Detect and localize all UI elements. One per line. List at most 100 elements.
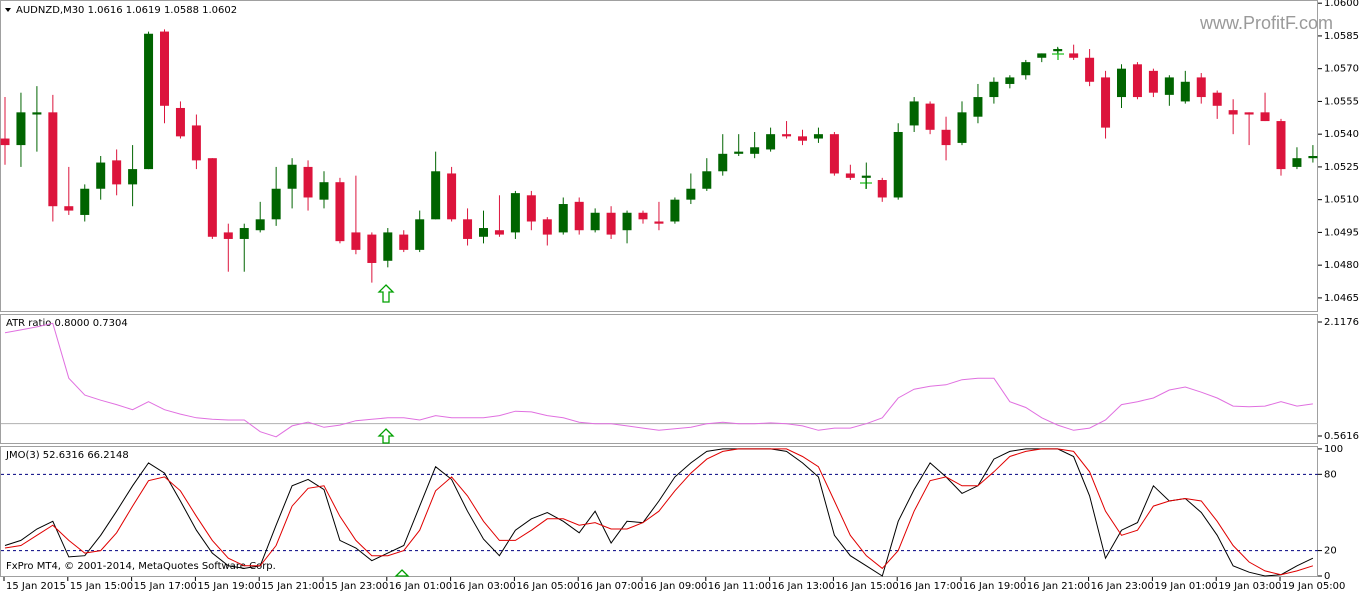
x-tick-label: 16 Jan 01:00 xyxy=(389,581,452,592)
x-tick-label: 19 Jan 03:00 xyxy=(1218,581,1281,592)
candle-body xyxy=(973,97,983,117)
candle-body xyxy=(48,112,58,207)
candle-body xyxy=(351,232,361,250)
candle-body xyxy=(654,221,664,224)
candle-body xyxy=(1180,81,1190,102)
candle-body xyxy=(1069,53,1079,58)
x-tick-label: 15 Jan 2015 xyxy=(6,581,66,592)
y-tick-label: 2.1176 xyxy=(1324,317,1359,328)
up-arrow xyxy=(394,569,410,577)
candle-body xyxy=(239,228,249,239)
candle-body xyxy=(383,232,393,261)
candle-body xyxy=(590,212,600,231)
x-tick-label: 16 Jan 05:00 xyxy=(516,581,579,592)
candle-body xyxy=(1021,62,1031,76)
watermark: www.ProfitF.com xyxy=(1199,13,1333,33)
x-tick-label: 16 Jan 19:00 xyxy=(963,581,1026,592)
y-tick-label: 1.0585 xyxy=(1324,31,1359,42)
candle-body xyxy=(670,199,680,222)
candle-body xyxy=(574,201,584,231)
candle-body xyxy=(494,230,504,235)
jmo-title: JMO(3) 52.6316 66.2148 xyxy=(5,450,129,461)
candle-body xyxy=(638,212,648,220)
x-tick-label: 16 Jan 23:00 xyxy=(1091,581,1154,592)
y-tick-label: 80 xyxy=(1324,469,1337,480)
candle-body xyxy=(686,188,696,200)
candle-body xyxy=(0,138,10,146)
candle-body xyxy=(1228,110,1238,115)
jmo-panel xyxy=(0,446,1318,577)
candle-body xyxy=(319,182,329,200)
candle-body xyxy=(957,112,967,143)
y-tick-label: 1.0555 xyxy=(1324,96,1359,107)
candle-body xyxy=(1037,53,1047,58)
indicator-line xyxy=(4,448,1314,576)
y-tick-label: 1.0510 xyxy=(1324,195,1359,206)
candle-body xyxy=(1148,70,1158,93)
x-tick-label: 15 Jan 19:00 xyxy=(197,581,260,592)
candle-body xyxy=(128,169,138,185)
candle-body xyxy=(1164,77,1174,95)
candle-body xyxy=(367,234,377,263)
x-tick-label: 16 Jan 09:00 xyxy=(644,581,707,592)
y-tick-label: 0 xyxy=(1324,571,1330,582)
menu-triangle xyxy=(5,8,11,12)
candle-body xyxy=(191,125,201,161)
x-tick-label: 16 Jan 17:00 xyxy=(899,581,962,592)
candle-body xyxy=(175,107,185,137)
candle-body xyxy=(542,219,552,235)
x-tick-label: 19 Jan 05:00 xyxy=(1282,581,1345,592)
candle-body xyxy=(750,147,760,154)
candle-body xyxy=(399,234,409,250)
y-tick-label: 1.0540 xyxy=(1324,129,1359,140)
atr-panel xyxy=(0,314,1318,444)
candle-body xyxy=(1132,64,1142,98)
candle-body xyxy=(271,188,281,220)
candle-body xyxy=(479,228,488,237)
candle-body xyxy=(32,112,42,115)
y-tick-label: 100 xyxy=(1324,444,1343,455)
candle-body xyxy=(989,81,999,98)
candle-body xyxy=(941,129,951,146)
candle-body xyxy=(335,182,345,242)
x-tick-label: 15 Jan 15:00 xyxy=(70,581,133,592)
candle-body xyxy=(766,134,776,150)
candle-body xyxy=(64,206,74,211)
candle-body xyxy=(1212,92,1222,106)
up-arrow xyxy=(377,428,395,444)
candle-body xyxy=(1196,77,1206,98)
candle-body xyxy=(1292,158,1302,167)
candle-body xyxy=(1101,77,1111,128)
candle-body xyxy=(160,31,169,106)
candle-body xyxy=(861,175,871,178)
x-tick-label: 15 Jan 23:00 xyxy=(325,581,388,592)
candle-body xyxy=(1276,121,1286,170)
candle-body xyxy=(702,171,712,189)
x-tick-label: 16 Jan 07:00 xyxy=(580,581,643,592)
copyright: FxPro MT4, © 2001-2014, MetaQuotes Softw… xyxy=(6,561,276,572)
y-tick-label: 1.0600 xyxy=(1324,0,1359,9)
x-tick-label: 16 Jan 11:00 xyxy=(708,581,771,592)
candle-body xyxy=(1005,77,1015,84)
y-tick-label: 0.5616 xyxy=(1324,431,1359,442)
candle-body xyxy=(845,173,855,178)
candle-body xyxy=(893,131,903,198)
y-tick-label: 1.0525 xyxy=(1324,162,1359,173)
candle-body xyxy=(1244,112,1254,115)
indicator-line xyxy=(4,448,1314,577)
candle-body xyxy=(909,101,919,126)
candle-body xyxy=(734,151,744,154)
atr-title: ATR ratio 0.8000 0.7304 xyxy=(6,318,128,329)
indicator-line xyxy=(4,322,1313,438)
candle-body xyxy=(782,134,792,137)
x-tick-label: 16 Jan 21:00 xyxy=(1027,581,1090,592)
candle-body xyxy=(558,204,568,233)
x-tick-label: 15 Jan 21:00 xyxy=(261,581,324,592)
y-tick-label: 20 xyxy=(1324,546,1337,557)
candle-body xyxy=(255,219,265,231)
y-tick-label: 1.0465 xyxy=(1324,293,1359,304)
chart-title: AUDNZD,M30 1.0616 1.0619 1.0588 1.0602 xyxy=(16,5,237,16)
candle-body xyxy=(80,188,90,215)
candle-body xyxy=(96,162,106,189)
